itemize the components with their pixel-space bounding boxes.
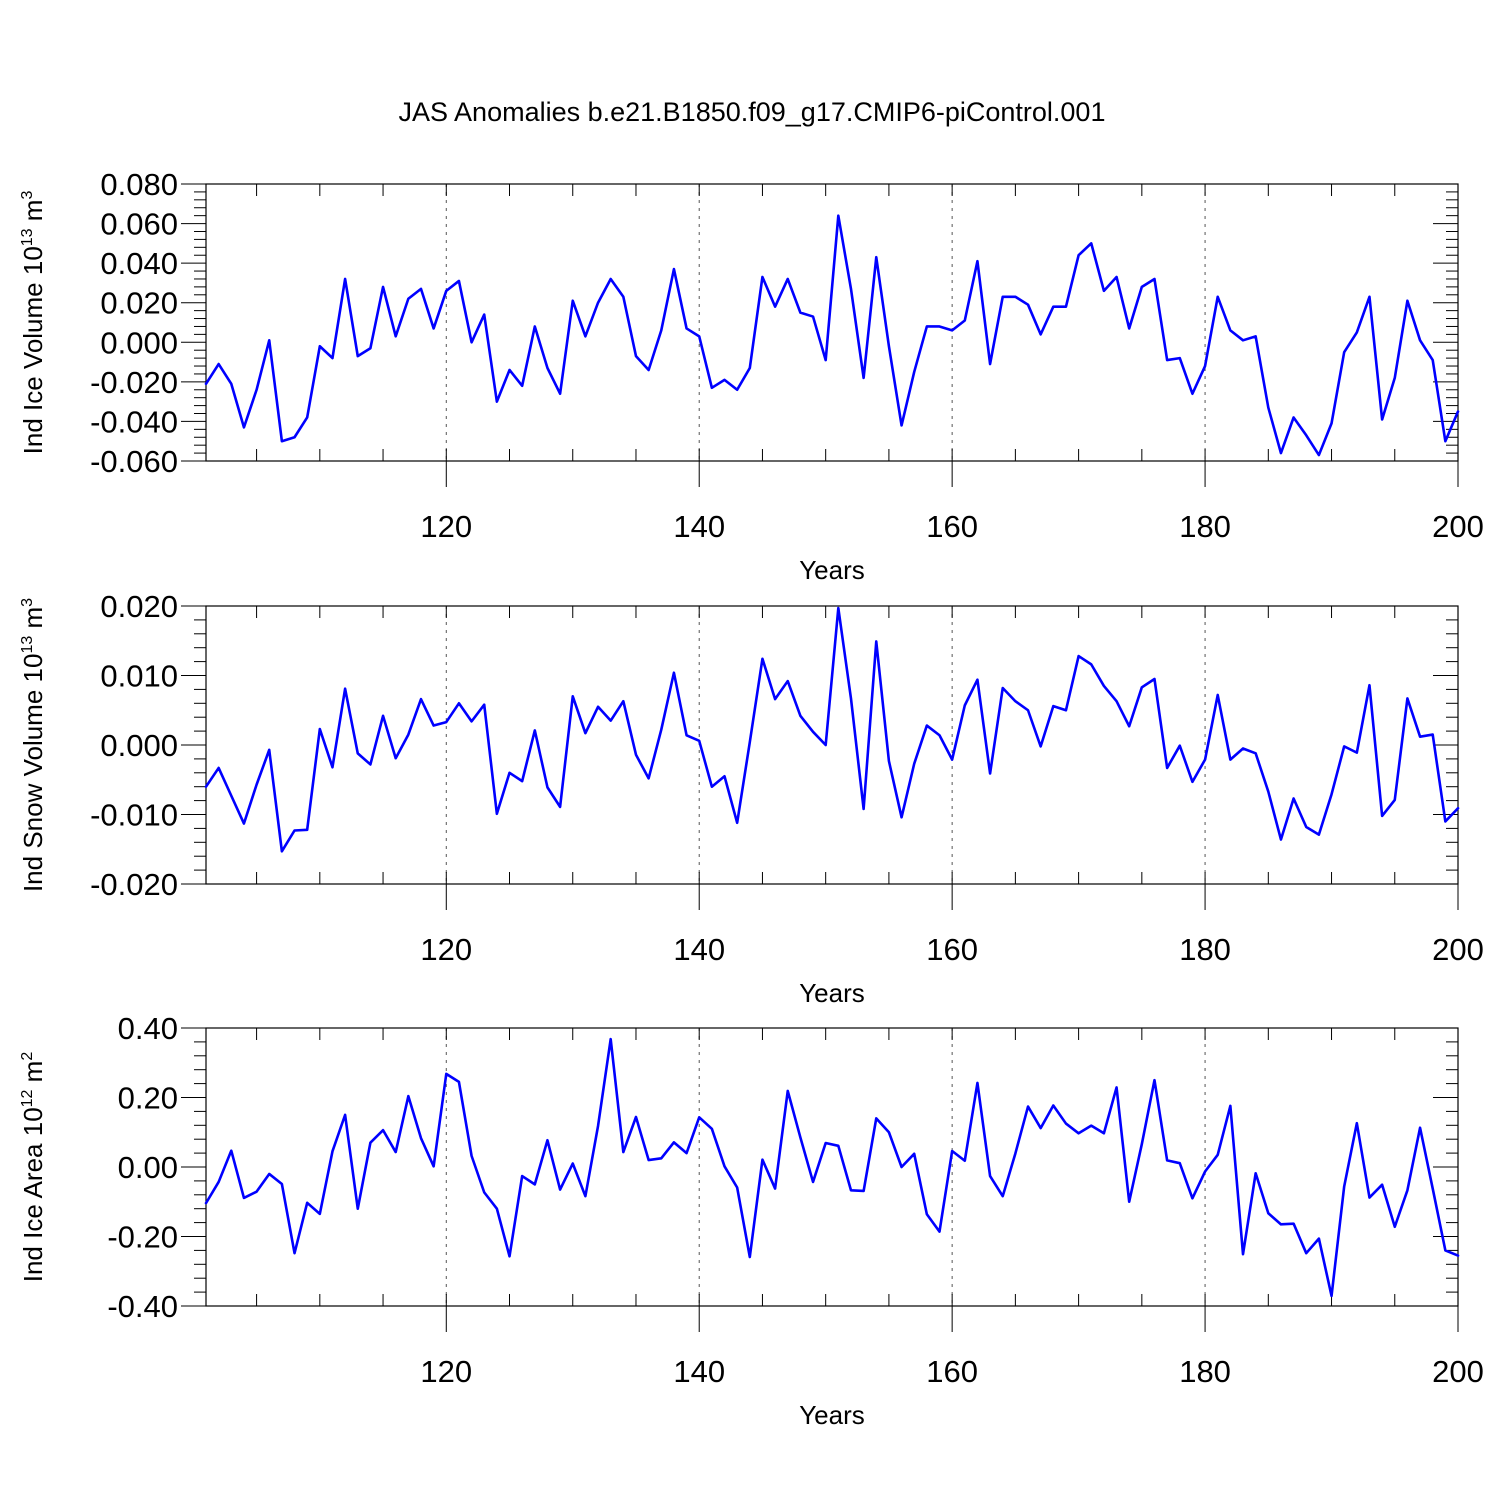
series-line bbox=[204, 1037, 1460, 1298]
y-axis-label-part: m bbox=[18, 200, 48, 229]
figure-title: JAS Anomalies b.e21.B1850.f09_g17.CMIP6-… bbox=[399, 97, 1106, 127]
y-axis-label-part: m bbox=[18, 607, 48, 636]
y-tick-label: 0.40 bbox=[118, 1011, 178, 1046]
x-tick-label: 180 bbox=[1179, 509, 1231, 544]
y-tick-label: 0.000 bbox=[100, 325, 178, 360]
x-tick-label: 180 bbox=[1179, 1354, 1231, 1389]
series-line bbox=[204, 214, 1460, 457]
y-axis-label-part: Ind Ice Volume 10 bbox=[18, 246, 48, 454]
x-tick-label: 160 bbox=[926, 509, 978, 544]
y-axis-label-part: 3 bbox=[19, 598, 36, 607]
y-tick-label: -0.040 bbox=[90, 404, 178, 439]
y-axis-label-part: 13 bbox=[19, 228, 36, 246]
y-tick-label: -0.020 bbox=[90, 365, 178, 400]
x-tick-label: 180 bbox=[1179, 932, 1231, 967]
y-axis-label-part: 13 bbox=[19, 636, 36, 654]
x-tick-label: 200 bbox=[1432, 1354, 1484, 1389]
y-tick-label: -0.020 bbox=[90, 867, 178, 902]
y-tick-label: -0.060 bbox=[90, 444, 178, 479]
panels-container: -0.060 -0.040 -0.020 0.000 0.020 0.040 0.060 0.… bbox=[18, 167, 1484, 1430]
x-tick-label: 140 bbox=[673, 932, 725, 967]
x-axis-label: Years bbox=[799, 978, 865, 1008]
y-axis-label: Ind Ice Area 1012 m2 bbox=[18, 1052, 48, 1283]
y-tick-label: -0.010 bbox=[90, 798, 178, 833]
y-tick-label: 0.020 bbox=[100, 286, 178, 321]
chart-panel-1: -0.060 -0.040 -0.020 0.000 0.020 0.040 0.060 0.… bbox=[18, 167, 1484, 585]
x-tick-label: 120 bbox=[420, 1354, 472, 1389]
y-tick-label: 0.040 bbox=[100, 246, 178, 281]
chart-panel-2: -0.020 -0.010 0.000 0.010 0.020 120 140 160 180 2… bbox=[18, 589, 1484, 1008]
y-tick-label: 0.010 bbox=[100, 659, 178, 694]
x-tick-label: 200 bbox=[1432, 509, 1484, 544]
y-tick-label: 0.000 bbox=[100, 728, 178, 763]
y-tick-label: 0.020 bbox=[100, 589, 178, 624]
x-tick-label: 160 bbox=[926, 932, 978, 967]
x-tick-label: 140 bbox=[673, 1354, 725, 1389]
y-axis-label-part: 12 bbox=[19, 1089, 36, 1107]
y-tick-label: 0.20 bbox=[118, 1081, 178, 1116]
x-axis-label: Years bbox=[799, 555, 865, 585]
y-tick-label: 0.00 bbox=[118, 1150, 178, 1185]
x-tick-label: 200 bbox=[1432, 932, 1484, 967]
y-tick-label: 0.060 bbox=[100, 207, 178, 242]
x-tick-label: 140 bbox=[673, 509, 725, 544]
x-tick-label: 160 bbox=[926, 1354, 978, 1389]
x-axis-label: Years bbox=[799, 1400, 865, 1430]
y-axis-label-part: Ind Snow Volume 10 bbox=[18, 654, 48, 893]
y-axis-label-part: 2 bbox=[19, 1052, 36, 1061]
y-axis-label-part: Ind Ice Area 10 bbox=[18, 1107, 48, 1282]
y-axis-label-part: 3 bbox=[19, 191, 36, 200]
x-tick-label: 120 bbox=[420, 932, 472, 967]
y-axis-label-part: m bbox=[18, 1061, 48, 1090]
y-tick-label: 0.080 bbox=[100, 167, 178, 202]
y-tick-label: -0.20 bbox=[107, 1220, 178, 1255]
x-tick-label: 120 bbox=[420, 509, 472, 544]
chart-panel-3: -0.40 -0.20 0.00 0.20 0.40 120 140 160 180 200 Yea… bbox=[18, 1011, 1484, 1430]
y-axis-label: Ind Ice Volume 1013 m3 bbox=[18, 191, 48, 455]
series-line bbox=[204, 606, 1460, 853]
y-axis-label: Ind Snow Volume 1013 m3 bbox=[18, 598, 48, 892]
plot-frame bbox=[205, 183, 1459, 462]
y-tick-label: -0.40 bbox=[107, 1289, 178, 1324]
